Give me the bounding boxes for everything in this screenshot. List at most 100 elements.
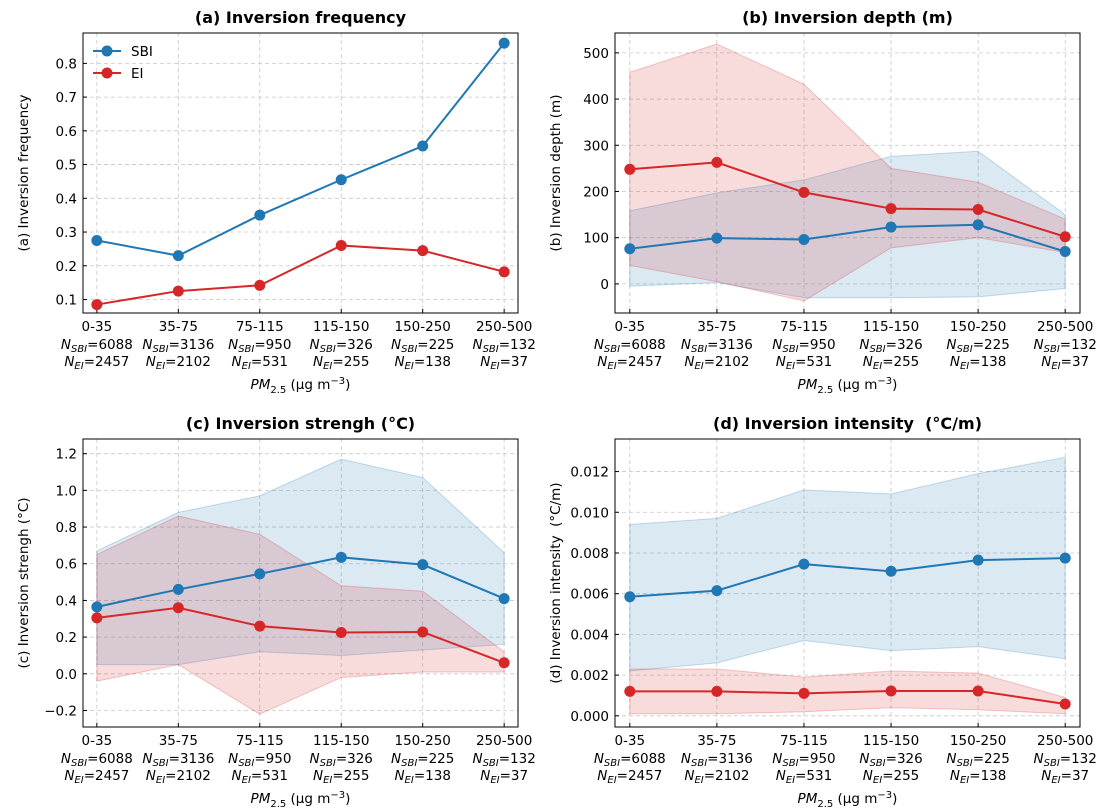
sample-size-label: NSBI=6088 xyxy=(61,751,133,769)
panel: (d) Inversion intensity (°C/m) (d) Invers… xyxy=(548,414,1097,810)
data-point xyxy=(417,140,429,152)
sample-symbol: N xyxy=(64,354,74,370)
y-tick-label: 0.3 xyxy=(56,225,77,241)
sample-separator: = xyxy=(500,768,511,784)
sample-separator: = xyxy=(1060,337,1071,353)
sample-symbol: N xyxy=(228,751,238,767)
sample-subscript: EI xyxy=(1051,361,1060,372)
sample-separator: = xyxy=(251,768,262,784)
x-axis-label-part: ) xyxy=(345,791,350,807)
sample-separator: = xyxy=(969,768,980,784)
data-point xyxy=(91,601,103,613)
sample-size-label: NSBI=6088 xyxy=(594,751,666,769)
data-point xyxy=(885,685,897,697)
data-point xyxy=(711,156,723,168)
x-tick-label: 250-500 xyxy=(476,319,532,335)
sample-symbol: N xyxy=(64,768,74,784)
data-point xyxy=(1059,698,1071,710)
y-tick-label: 300 xyxy=(583,138,609,154)
sample-separator: = xyxy=(795,768,806,784)
sample-separator: = xyxy=(336,751,347,767)
sample-subscript: SBI xyxy=(604,344,620,355)
data-point xyxy=(885,565,897,577)
sample-subscript: EI xyxy=(323,361,332,372)
sample-separator: = xyxy=(704,354,715,370)
y-tick-label: 0.4 xyxy=(56,191,77,207)
sample-separator: = xyxy=(707,751,718,767)
data-point xyxy=(624,591,636,603)
sample-subscript: SBI xyxy=(483,344,499,355)
x-axis-label-part: PM xyxy=(798,377,818,393)
x-tick-label: 35-75 xyxy=(697,319,736,335)
y-tick-label: 0.012 xyxy=(570,465,609,481)
sample-subscript: EI xyxy=(156,361,165,372)
sample-size-label: NEI=255 xyxy=(863,354,919,372)
sample-symbol: N xyxy=(232,768,242,784)
x-axis-label-part: −3 xyxy=(330,376,345,387)
data-point xyxy=(335,627,347,639)
data-point xyxy=(1059,231,1071,243)
sample-size-label: NEI=2102 xyxy=(684,354,749,372)
sample-separator: = xyxy=(882,354,893,370)
sample-symbol: N xyxy=(597,768,607,784)
sample-size: 132 xyxy=(510,337,536,353)
sample-subscript: EI xyxy=(323,775,332,786)
series-line xyxy=(96,606,505,664)
sample-subscript: EI xyxy=(242,361,251,372)
data-point xyxy=(798,687,810,699)
sample-size: 132 xyxy=(1071,337,1097,353)
sample-size-label: NSBI=225 xyxy=(946,751,1009,769)
y-tick-label: 0.6 xyxy=(56,557,77,573)
sample-symbol: N xyxy=(772,337,782,353)
data-point xyxy=(498,266,510,278)
sample-symbol: N xyxy=(681,751,691,767)
x-tick-label: 35-75 xyxy=(159,733,198,749)
sample-size-label: NSBI=132 xyxy=(1034,751,1097,769)
sample-size: 2457 xyxy=(95,768,129,784)
sample-subscript: SBI xyxy=(320,344,336,355)
y-tick-label: 0.0 xyxy=(56,667,77,683)
sample-size: 6088 xyxy=(98,337,132,353)
sample-subscript: EI xyxy=(405,775,414,786)
sample-symbol: N xyxy=(146,768,156,784)
data-point xyxy=(885,221,897,233)
legend-label: SBI xyxy=(131,44,153,60)
sample-subscript: EI xyxy=(156,775,165,786)
sample-size: 132 xyxy=(1071,751,1097,767)
sample-size: 255 xyxy=(894,768,920,784)
y-axis-label: (c) Inversion strengh (°C) xyxy=(16,497,32,668)
x-tick-label: 150-250 xyxy=(950,319,1006,335)
sample-separator: = xyxy=(254,337,265,353)
sample-symbol: N xyxy=(863,768,873,784)
x-tick-label: 115-150 xyxy=(313,319,369,335)
x-tick-label: 75-115 xyxy=(236,733,284,749)
sample-separator: = xyxy=(254,751,265,767)
sample-size: 531 xyxy=(262,768,288,784)
y-tick-label: 0.6 xyxy=(56,124,77,140)
sample-size: 326 xyxy=(347,751,373,767)
data-point xyxy=(972,219,984,231)
x-tick-label: 75-115 xyxy=(236,319,284,335)
sample-subscript: EI xyxy=(960,361,969,372)
sample-size: 225 xyxy=(984,751,1010,767)
sample-size-label: NSBI=3136 xyxy=(142,751,214,769)
sample-size-label: NEI=138 xyxy=(950,354,1006,372)
sample-size: 138 xyxy=(981,354,1007,370)
sample-subscript: EI xyxy=(490,775,499,786)
data-point xyxy=(711,685,723,697)
y-tick-label: 0.004 xyxy=(570,627,609,643)
data-point xyxy=(885,203,897,215)
sample-size: 2457 xyxy=(95,354,129,370)
sample-size-label: NEI=2457 xyxy=(597,768,662,786)
y-tick-label: 100 xyxy=(583,231,609,247)
sample-size: 3136 xyxy=(180,751,214,767)
y-tick-label: 0.5 xyxy=(56,158,77,174)
sample-size: 6088 xyxy=(631,337,665,353)
sample-separator: = xyxy=(251,354,262,370)
plot-frame xyxy=(614,438,1081,728)
sample-size: 138 xyxy=(425,354,451,370)
sample-separator: = xyxy=(799,337,810,353)
sample-size-label: NEI=531 xyxy=(232,354,288,372)
sample-separator: = xyxy=(620,751,631,767)
